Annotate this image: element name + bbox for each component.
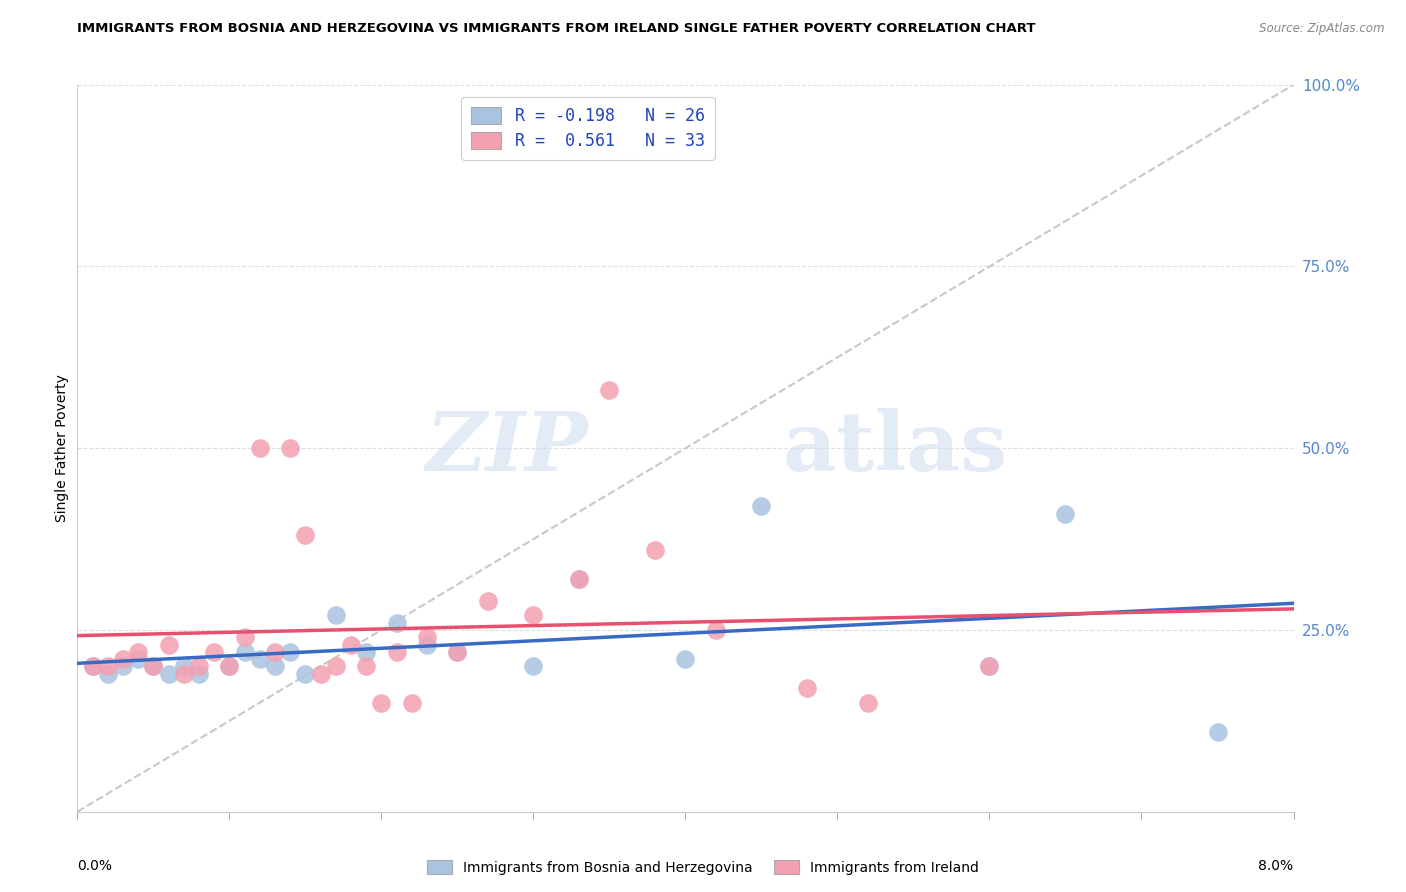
Point bbox=[157, 638, 180, 652]
Point bbox=[446, 645, 468, 659]
Point bbox=[675, 652, 697, 666]
Point bbox=[325, 659, 347, 673]
Point bbox=[385, 615, 408, 630]
Point bbox=[385, 645, 408, 659]
Point bbox=[979, 659, 1001, 673]
Point bbox=[218, 659, 240, 673]
Point bbox=[97, 666, 120, 681]
Point bbox=[340, 638, 363, 652]
Point bbox=[111, 659, 134, 673]
Point bbox=[856, 696, 879, 710]
Point bbox=[157, 666, 180, 681]
Text: atlas: atlas bbox=[783, 409, 1008, 488]
Point bbox=[294, 528, 316, 542]
Legend: Immigrants from Bosnia and Herzegovina, Immigrants from Ireland: Immigrants from Bosnia and Herzegovina, … bbox=[422, 855, 984, 880]
Point bbox=[416, 630, 439, 644]
Point bbox=[477, 594, 499, 608]
Text: 8.0%: 8.0% bbox=[1258, 859, 1294, 873]
Point bbox=[568, 572, 591, 586]
Y-axis label: Single Father Poverty: Single Father Poverty bbox=[55, 375, 69, 522]
Point bbox=[522, 608, 544, 623]
Text: IMMIGRANTS FROM BOSNIA AND HERZEGOVINA VS IMMIGRANTS FROM IRELAND SINGLE FATHER : IMMIGRANTS FROM BOSNIA AND HERZEGOVINA V… bbox=[77, 22, 1036, 36]
Point bbox=[370, 696, 392, 710]
Point bbox=[188, 659, 211, 673]
Point bbox=[751, 500, 773, 514]
Point bbox=[82, 659, 104, 673]
Point bbox=[278, 442, 301, 455]
Point bbox=[142, 659, 165, 673]
Point bbox=[82, 659, 104, 673]
Point bbox=[249, 442, 271, 455]
Point bbox=[446, 645, 468, 659]
Point bbox=[796, 681, 818, 695]
Text: Source: ZipAtlas.com: Source: ZipAtlas.com bbox=[1260, 22, 1385, 36]
Point bbox=[309, 666, 332, 681]
Text: 0.0%: 0.0% bbox=[77, 859, 112, 873]
Point bbox=[249, 652, 271, 666]
Point bbox=[218, 659, 240, 673]
Legend: R = -0.198   N = 26, R =  0.561   N = 33: R = -0.198 N = 26, R = 0.561 N = 33 bbox=[461, 96, 714, 160]
Point bbox=[644, 543, 666, 558]
Point bbox=[264, 659, 287, 673]
Point bbox=[97, 659, 120, 673]
Point bbox=[111, 652, 134, 666]
Point bbox=[1206, 724, 1229, 739]
Point bbox=[598, 383, 620, 397]
Point bbox=[522, 659, 544, 673]
Point bbox=[264, 645, 287, 659]
Point bbox=[278, 645, 301, 659]
Point bbox=[979, 659, 1001, 673]
Point bbox=[202, 645, 225, 659]
Point bbox=[294, 666, 316, 681]
Text: ZIP: ZIP bbox=[426, 409, 588, 488]
Point bbox=[568, 572, 591, 586]
Point bbox=[401, 696, 423, 710]
Point bbox=[142, 659, 165, 673]
Point bbox=[188, 666, 211, 681]
Point bbox=[354, 645, 377, 659]
Point bbox=[1054, 507, 1077, 521]
Point bbox=[325, 608, 347, 623]
Point bbox=[354, 659, 377, 673]
Point bbox=[704, 623, 727, 637]
Point bbox=[127, 645, 149, 659]
Point bbox=[173, 659, 195, 673]
Point bbox=[416, 638, 439, 652]
Point bbox=[127, 652, 149, 666]
Point bbox=[173, 666, 195, 681]
Point bbox=[233, 630, 256, 644]
Point bbox=[233, 645, 256, 659]
